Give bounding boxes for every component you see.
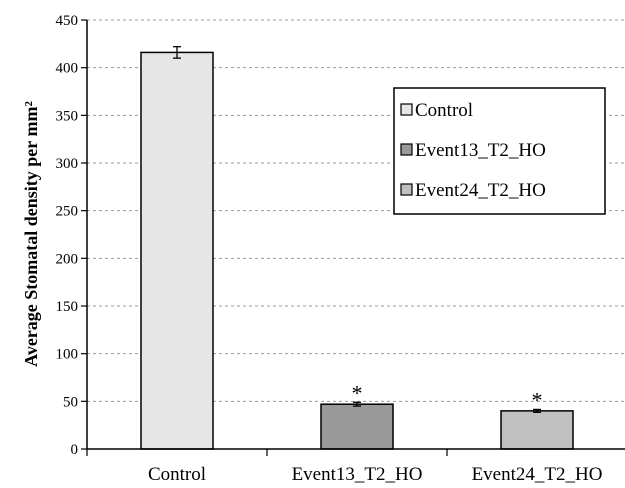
legend-swatch — [400, 183, 413, 196]
bars: * * — [140, 46, 574, 450]
x-category-label: Event13_T2_HO — [292, 464, 423, 485]
legend-entry-label: Event24_T2_HO — [415, 180, 546, 201]
y-tick-label: 200 — [56, 251, 79, 267]
error-bar — [353, 401, 361, 407]
legend-entry-label: Control — [415, 100, 473, 121]
axes — [81, 19, 625, 456]
legend-swatch — [400, 143, 413, 156]
y-tick-label: 100 — [56, 347, 79, 363]
y-tick-label: 450 — [56, 13, 79, 29]
error-bar — [533, 408, 541, 413]
x-category-label: Control — [148, 464, 206, 485]
x-category-labels: Control Event13_T2_HO Event24_T2_HO — [148, 464, 602, 485]
y-tick-label: 400 — [56, 61, 79, 77]
y-tick-labels: 0 50 100 150 200 250 300 350 400 450 — [56, 13, 79, 458]
bar-1 — [320, 403, 394, 450]
bar-2 — [500, 410, 574, 450]
y-tick-label: 150 — [56, 299, 79, 315]
y-tick-label: 0 — [71, 442, 79, 458]
significance-marker: * — [532, 387, 543, 412]
legend: Control Event13_T2_HO Event24_T2_HO — [393, 87, 606, 215]
legend-swatch — [400, 103, 413, 116]
error-bar — [173, 46, 181, 59]
legend-box — [393, 87, 606, 215]
y-axis-label: Average Stomatal density per mm² — [21, 101, 41, 367]
y-tick-label: 350 — [56, 108, 79, 124]
legend-entry-label: Event13_T2_HO — [415, 140, 546, 161]
significance-marker: * — [352, 380, 363, 405]
y-tick-label: 300 — [56, 156, 79, 172]
x-category-label: Event24_T2_HO — [472, 464, 603, 485]
y-tick-label: 50 — [63, 394, 78, 410]
y-tick-label: 250 — [56, 204, 79, 220]
bar-0 — [140, 51, 214, 450]
